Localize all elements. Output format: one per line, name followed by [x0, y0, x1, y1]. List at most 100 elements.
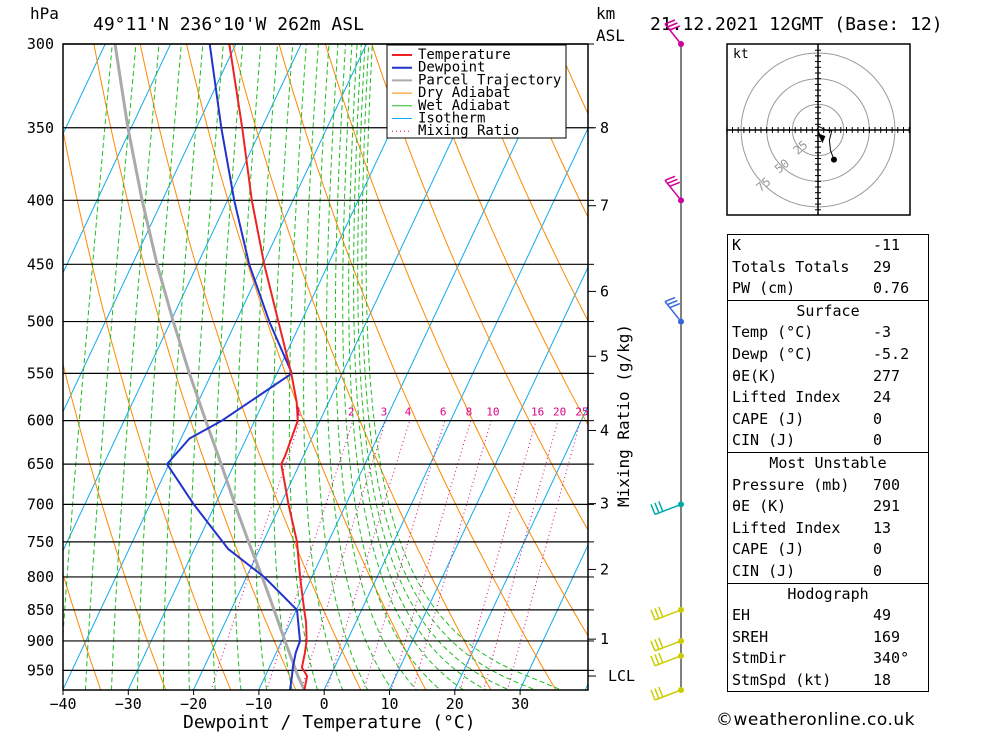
- pressure-tick-label: 900: [27, 632, 54, 650]
- pressure-tick-label: 850: [27, 601, 54, 619]
- wet-adiabat-line: [365, 44, 563, 690]
- height-tick-label: 1: [600, 630, 609, 648]
- isotherm-line: [192, 44, 498, 690]
- temperature-tick-label: −30: [115, 695, 142, 713]
- legend-label: Dry Adiabat: [418, 85, 511, 101]
- mixing-ratio-line: [507, 420, 581, 690]
- pressure-tick-label: 350: [27, 119, 54, 137]
- wet-adiabat-line: [348, 44, 465, 690]
- legend-label: Dewpoint: [418, 60, 485, 76]
- hodo-row-stmspd: StmSpd (kt) 18: [732, 670, 892, 689]
- wind-barb: [650, 637, 682, 652]
- mixing-ratio-line: [390, 420, 472, 690]
- wet-adiabat-line: [357, 44, 511, 690]
- mixing-ratio-tick-label: 6: [440, 406, 447, 419]
- isotherm-line: [258, 44, 563, 690]
- wet-adiabat-line: [288, 44, 319, 690]
- unstable-section-title: Most Unstable: [728, 451, 928, 475]
- pressure-tick-label: 450: [27, 255, 54, 273]
- wet-adiabat-line: [303, 44, 344, 690]
- unstable-row-cape: CAPE (J) 0: [732, 540, 883, 559]
- surface-row-thetae: θE(K) 277: [732, 366, 901, 385]
- unstable-row-cin: CIN (J) 0: [732, 561, 883, 580]
- legend-box: [386, 44, 567, 139]
- isotherm-line: [454, 404, 588, 690]
- surface-row-dewp: Dewp (°C) -5.2: [732, 344, 910, 363]
- hodograph-section-title: Hodograph: [728, 582, 928, 606]
- temperature-tick-label: 30: [511, 695, 529, 713]
- pressure-tick-label: 300: [27, 35, 54, 53]
- dry-adiabat-line: [463, 44, 588, 322]
- mixing-ratio-tick-label: 4: [405, 406, 412, 419]
- wind-barb: [650, 652, 682, 667]
- wet-adiabat-line: [334, 44, 418, 690]
- wet-adiabat-line: [254, 44, 279, 690]
- temperature-tick-label: 10: [380, 695, 398, 713]
- height-tick-label: 4: [600, 422, 609, 440]
- height-tick-label: 8: [600, 119, 609, 137]
- storm-motion-arrow: [817, 133, 826, 144]
- mixing-ratio-line: [210, 420, 301, 690]
- dry-adiabat-line: [139, 44, 362, 690]
- unstable-row-pressure: Pressure (mb) 700: [732, 475, 901, 494]
- isotherm-line: [63, 44, 302, 552]
- hodo-row-stmdir: StmDir 340°: [732, 649, 910, 668]
- mixing-ratio-tick-label: 20: [553, 406, 566, 419]
- legend-label: Temperature: [418, 47, 511, 63]
- height-tick-label: 3: [600, 495, 609, 513]
- dewpoint-line: [166, 44, 301, 690]
- dry-adiabat-line: [93, 44, 297, 690]
- height-tick-label: 5: [600, 347, 609, 365]
- hodograph-trace: [815, 125, 835, 160]
- wet-adiabat-line: [361, 44, 537, 690]
- height-unit-km: km: [596, 4, 615, 23]
- isotherm-line: [63, 44, 171, 274]
- mixing-ratio-tick-label: 8: [466, 406, 473, 419]
- hodograph-unit-label: kt: [733, 47, 749, 62]
- index-row-pw: PW (cm) 0.76: [732, 279, 910, 298]
- dry-adiabat-line: [962, 26, 1000, 699]
- temperature-tick-label: −10: [245, 695, 272, 713]
- dry-adiabat-line: [278, 44, 557, 690]
- parcel-trajectory-line: [113, 44, 306, 690]
- x-axis-label: Dewpoint / Temperature (°C): [183, 712, 476, 733]
- credit-link[interactable]: ©weatheronline.co.uk: [716, 710, 916, 730]
- isotherm-line: [127, 44, 433, 690]
- height-tick-label: LCL: [608, 667, 635, 685]
- wet-adiabat-line: [136, 44, 182, 690]
- pressure-tick-label: 400: [27, 191, 54, 209]
- surface-row-temp: Temp (°C) -3: [732, 323, 892, 342]
- pressure-tick-label: 800: [27, 568, 54, 586]
- temperature-tick-label: −40: [49, 695, 76, 713]
- surface-row-lifted-index: Lifted Index 24: [732, 388, 892, 407]
- dry-adiabat-line: [63, 362, 167, 690]
- dry-adiabat-line: [324, 44, 588, 637]
- wet-adiabat-line: [212, 44, 244, 690]
- wet-adiabat-line: [84, 44, 137, 690]
- mixing-ratio-tick-label: 10: [486, 406, 499, 419]
- mixing-ratio-line: [459, 420, 537, 690]
- mixing-ratio-line: [326, 420, 411, 690]
- mixing-ratio-tick-label: 1: [295, 406, 302, 419]
- height-unit-asl: ASL: [596, 26, 625, 45]
- pressure-unit-label: hPa: [30, 4, 59, 23]
- temperature-tick-label: 0: [320, 695, 329, 713]
- pressure-tick-label: 600: [27, 412, 54, 430]
- mixing-ratio-line: [363, 420, 446, 690]
- isotherm-line: [63, 44, 367, 690]
- mixing-ratio-tick-label: 2: [348, 406, 355, 419]
- dry-adiabat-line: [63, 128, 232, 690]
- dry-adiabat-line: [371, 44, 588, 532]
- hodograph-end-dot: [830, 156, 837, 163]
- pressure-tick-label: 950: [27, 661, 54, 679]
- pressure-tick-label: 500: [27, 313, 54, 331]
- wind-barb: [664, 19, 682, 45]
- mixing-ratio-tick-label: 25: [575, 406, 588, 419]
- unstable-row-lifted-index: Lifted Index 13: [732, 518, 892, 537]
- plot-frame: [62, 43, 589, 691]
- dry-adiabat-line: [509, 44, 588, 219]
- legend-label: Wet Adiabat: [418, 98, 511, 114]
- height-tick-label: 6: [600, 282, 609, 300]
- temperature-line: [228, 44, 309, 690]
